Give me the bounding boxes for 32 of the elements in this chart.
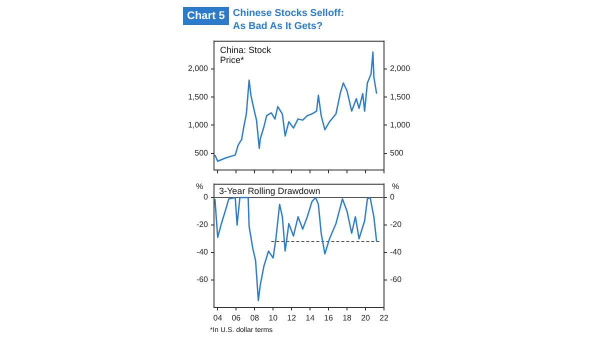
x-tick-label: 04 — [213, 313, 223, 322]
x-tick-label: 14 — [306, 313, 316, 322]
x-tick-label: 18 — [342, 313, 352, 322]
annotation: China: Stock Price* — [220, 44, 272, 65]
y2-tick-label: 2,000 — [390, 64, 411, 74]
y2-tick-label: 1,000 — [390, 120, 411, 130]
x-tick-label: 16 — [324, 313, 334, 322]
chart-title: 3-Year Rolling Drawdown — [219, 186, 320, 196]
y-tick-label: -40 — [196, 248, 209, 257]
y-tick-label: 0 — [204, 192, 209, 202]
x-tick-label: 10 — [268, 313, 278, 322]
chart-title: Chinese Stocks Selloff: As Bad As It Gets? — [232, 7, 346, 33]
y-axis-title: % — [196, 182, 204, 191]
y2-tick-label: -60 — [390, 275, 402, 284]
x-tick-label: 20 — [361, 313, 371, 322]
y2-tick-label: 500 — [390, 148, 404, 158]
x-tick-label: 08 — [250, 313, 260, 322]
y2-axis-title: % — [392, 182, 400, 191]
y2-tick-label: -20 — [390, 220, 402, 230]
chart-subtitle: Chart 5 — [183, 7, 229, 25]
y-tick-label: 1,000 — [188, 120, 209, 130]
x-tick-label: 22 — [380, 313, 389, 322]
y-tick-label: 500 — [194, 148, 209, 158]
y2-tick-label: 1,500 — [390, 92, 411, 102]
y-tick-label: -60 — [196, 275, 209, 284]
y-tick-label: -20 — [196, 220, 209, 230]
y2-tick-label: -40 — [390, 248, 402, 257]
x-tick-label: 06 — [232, 313, 242, 322]
y-tick-label: 2,000 — [188, 64, 209, 74]
y2-tick-label: 0 — [390, 192, 395, 202]
y-tick-label: 1,500 — [188, 92, 209, 102]
x-tick-label: 12 — [287, 313, 297, 322]
